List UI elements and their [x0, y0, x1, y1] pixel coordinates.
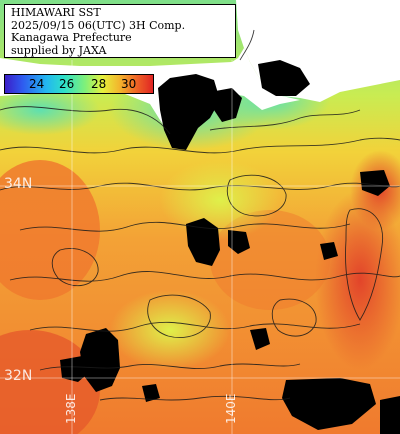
title-line-1: HIMAWARI SST	[11, 6, 101, 19]
lon-label-138e: 138E	[64, 393, 78, 425]
legend-tick-26: 26	[59, 77, 75, 91]
legend-tick-30: 30	[121, 77, 137, 91]
color-scale-legend: 24 26 28 30	[4, 74, 154, 94]
lat-label-32n: 32N	[4, 368, 33, 384]
legend-tick-28: 28	[91, 77, 107, 91]
title-box: HIMAWARI SST 2025/09/15 06(UTC) 3H Comp.…	[4, 4, 236, 58]
title-line-4: supplied by JAXA	[11, 43, 107, 57]
title-line-3: Kanagawa Prefecture	[11, 31, 132, 44]
lon-label-140e: 140E	[224, 393, 238, 425]
title-line-2: 2025/09/15 06(UTC) 3H Comp.	[11, 18, 186, 32]
lat-label-34n: 34N	[4, 176, 33, 192]
legend-tick-24: 24	[29, 77, 45, 91]
